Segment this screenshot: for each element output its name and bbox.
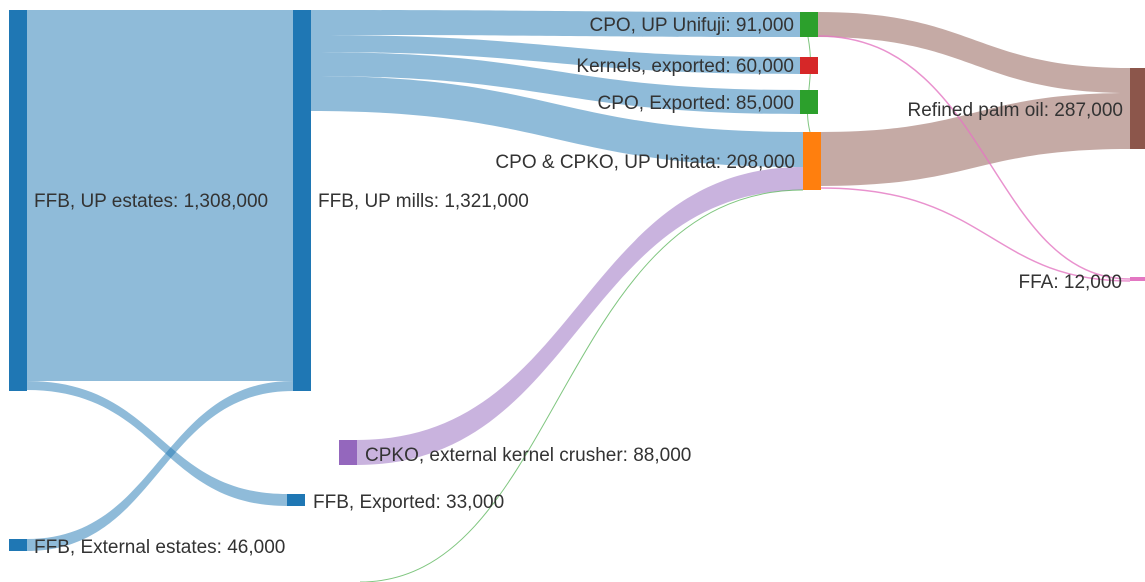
node-ffb-up-estates[interactable] <box>9 10 27 391</box>
link-ffb-up-mills-to-cpo-exported <box>311 52 800 114</box>
label-ffa: FFA: 12,000 <box>1018 272 1122 293</box>
label-cpko-external-crusher: CPKO, external kernel crusher: 88,000 <box>365 445 691 466</box>
link-ffb-up-mills-to-unitata <box>311 76 803 167</box>
link-cpo-unifuji-to-ffa <box>817 35 1131 280</box>
link-unitata-to-ffa <box>820 187 1131 282</box>
labels-layer: FFB, UP estates: 1,308,000 FFB, External… <box>34 15 1123 558</box>
node-ffb-up-mills[interactable] <box>293 10 311 391</box>
label-ffb-exported: FFB, Exported: 33,000 <box>313 492 504 513</box>
label-ffb-external-estates: FFB, External estates: 46,000 <box>34 537 285 558</box>
link-cpko-external-to-unitata <box>357 167 803 465</box>
label-cpo-exported: CPO, Exported: 85,000 <box>598 93 794 114</box>
node-ffb-exported[interactable] <box>287 494 305 506</box>
label-refined-palm-oil: Refined palm oil: 287,000 <box>908 100 1123 121</box>
label-cpo-up-unifuji: CPO, UP Unifuji: 91,000 <box>589 15 794 36</box>
label-ffb-up-estates: FFB, UP estates: 1,308,000 <box>34 191 268 212</box>
link-ffb-up-estates-to-ffb-up-mills <box>27 10 293 381</box>
node-kernels-exported[interactable] <box>800 57 818 74</box>
links-layer <box>27 10 1131 582</box>
label-kernels-exported: Kernels, exported: 60,000 <box>576 56 794 77</box>
node-cpo-up-unifuji[interactable] <box>800 12 818 37</box>
link-unitata-to-refined <box>821 93 1130 186</box>
node-cpko-external-crusher[interactable] <box>339 440 357 465</box>
link-cpo-unifuji-to-refined <box>818 12 1130 93</box>
link-ffb-up-mills-to-kernels-exported <box>311 35 800 74</box>
link-ffb-external-to-ffb-up-mills <box>27 381 293 551</box>
link-unitata-to-offscreen <box>359 189 804 582</box>
nodes-layer <box>9 10 1145 551</box>
node-ffa[interactable] <box>1130 277 1145 281</box>
label-cpo-cpko-up-unitata: CPO & CPKO, UP Unitata: 208,000 <box>495 152 795 173</box>
node-cpo-cpko-up-unitata[interactable] <box>803 132 821 190</box>
link-ffb-up-estates-to-ffb-exported <box>27 381 287 506</box>
link-cpo-unifuji-to-unitata <box>806 36 812 133</box>
link-ffb-up-mills-to-cpo-unifuji <box>311 10 800 37</box>
node-refined-palm-oil[interactable] <box>1130 68 1145 149</box>
node-cpo-exported[interactable] <box>800 90 818 114</box>
node-ffb-external-estates[interactable] <box>9 539 27 551</box>
label-ffb-up-mills: FFB, UP mills: 1,321,000 <box>318 191 529 212</box>
